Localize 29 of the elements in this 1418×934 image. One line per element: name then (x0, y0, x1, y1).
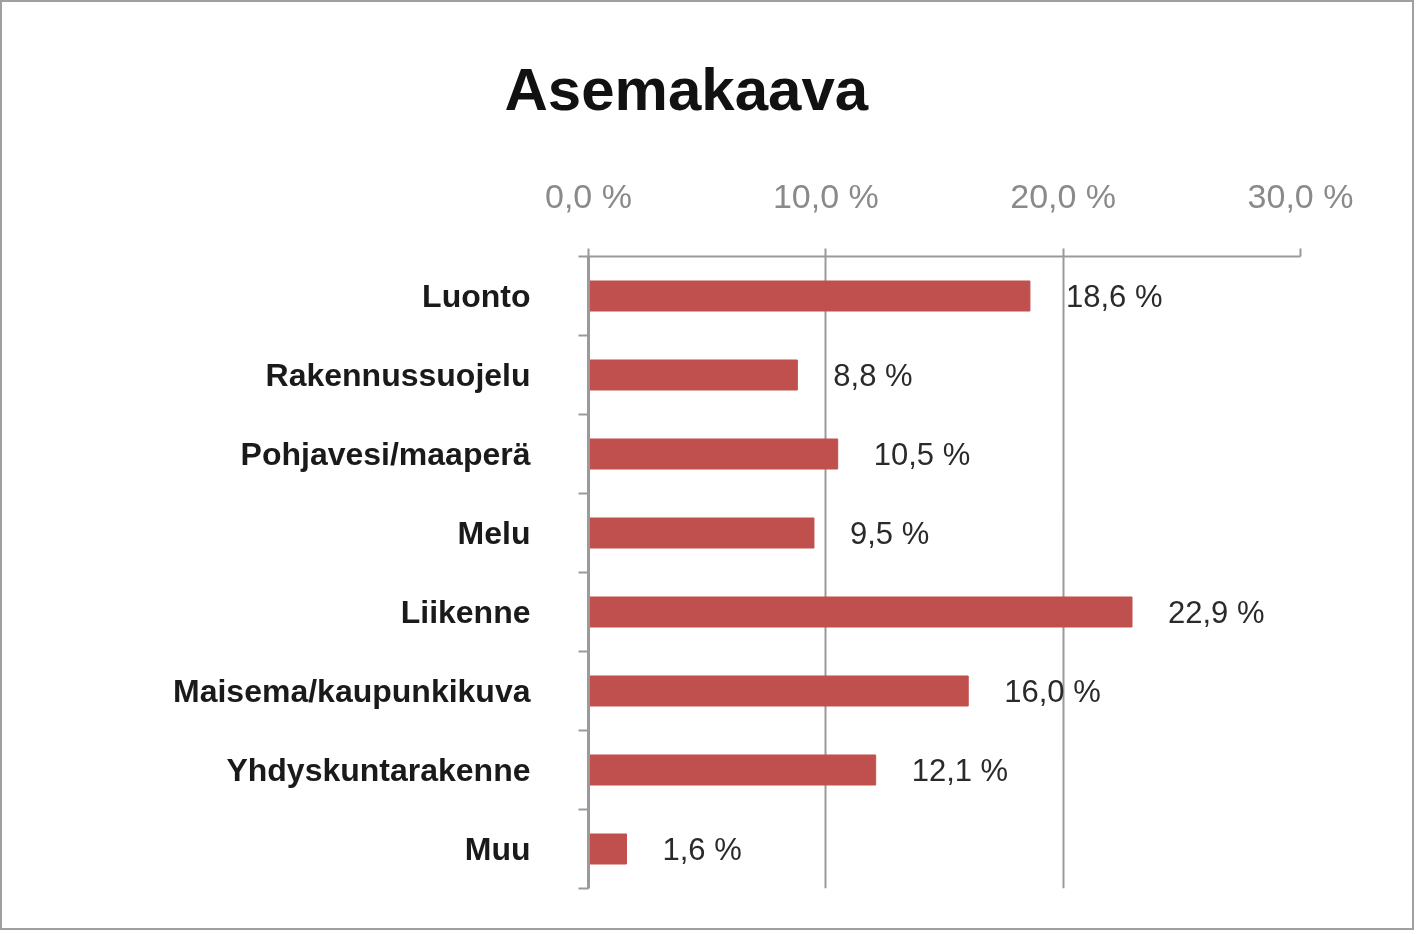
y-tick-label: Liikenne (400, 594, 531, 630)
data-label: 9,5 % (849, 515, 930, 551)
data-label: 8,8 % (833, 357, 913, 393)
bar (588, 596, 1133, 628)
data-label: 10,5 % (873, 436, 971, 472)
chart-title: Asemakaava (504, 55, 869, 123)
bar (588, 359, 798, 391)
x-tick-label: 10,0 % (772, 176, 879, 215)
bar (588, 754, 877, 786)
bar (588, 517, 815, 549)
data-label: 22,9 % (1167, 594, 1265, 630)
x-tick-label: 0,0 % (545, 176, 632, 215)
data-label: 12,1 % (911, 752, 1009, 788)
bar (588, 438, 839, 470)
x-tick-label: 30,0 % (1247, 176, 1354, 215)
y-tick-label: Melu (457, 515, 531, 551)
bar (588, 833, 627, 865)
bar (588, 675, 969, 707)
y-tick-label: Rakennussuojelu (265, 357, 531, 393)
data-label: 1,6 % (662, 831, 742, 867)
y-tick-label: Luonto (422, 278, 531, 314)
x-tick-label: 20,0 % (1010, 176, 1117, 215)
data-label: 16,0 % (1004, 673, 1101, 709)
y-tick-label: Pohjavesi/maaperä (240, 436, 531, 472)
bar (588, 280, 1031, 312)
y-tick-label: Muu (464, 831, 531, 867)
y-tick-label: Maisema/kaupunkikuva (173, 673, 531, 709)
y-tick-label: Yhdyskuntarakenne (226, 752, 531, 788)
data-label: 18,6 % (1065, 278, 1163, 314)
